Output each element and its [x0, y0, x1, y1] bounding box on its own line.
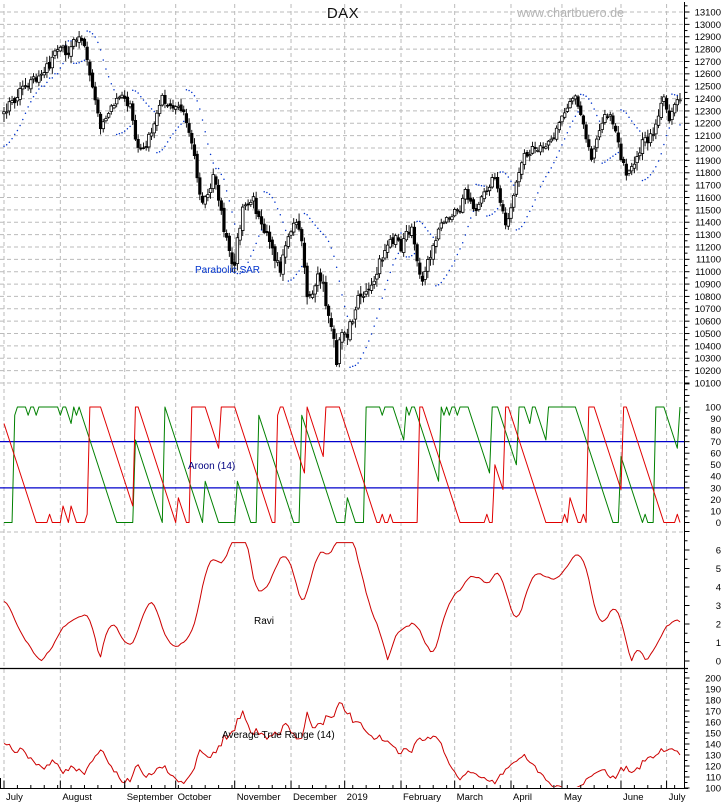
- ravi-series: [3, 542, 681, 662]
- parabolic-sar-series: [3, 30, 681, 368]
- y-tick-label: 180: [705, 695, 721, 706]
- y-tick-label: 11300: [695, 230, 721, 241]
- y-tick-label: 10500: [695, 329, 721, 340]
- y-tick-label: 13000: [695, 20, 721, 31]
- y-tick-label: 170: [705, 706, 721, 717]
- month-label: August: [62, 792, 92, 803]
- y-tick-label: 150: [705, 728, 721, 739]
- y-tick-label: 6: [716, 545, 721, 556]
- y-tick-label: 60: [710, 449, 721, 460]
- month-label: December: [293, 792, 337, 803]
- aroon-level-lines: [0, 441, 685, 489]
- y-tick-label: 160: [705, 717, 721, 728]
- y-tick-label: 12600: [695, 69, 721, 80]
- y-tick-label: 1: [716, 638, 721, 649]
- y-tick-label: 10300: [695, 354, 721, 365]
- month-label: October: [178, 792, 212, 803]
- y-tick-label: 11100: [696, 255, 721, 266]
- y-tick-label: 12400: [695, 94, 721, 105]
- month-label: February: [403, 792, 441, 803]
- month-label: November: [237, 792, 281, 803]
- month-label: June: [623, 792, 644, 803]
- y-tick-label: 10400: [695, 341, 721, 352]
- y-tick-label: 4: [716, 582, 721, 593]
- month-label: September: [127, 792, 173, 803]
- y-tick-label: 5: [716, 564, 721, 575]
- y-tick-label: 11800: [695, 168, 721, 179]
- y-tick-label: 12900: [695, 32, 721, 43]
- y-tick-label: 12100: [695, 131, 721, 142]
- month-label: March: [457, 792, 483, 803]
- y-tick-label: 12000: [695, 143, 721, 154]
- gridlines: [0, 4, 685, 789]
- y-tick-label: 80: [710, 426, 721, 437]
- y-tick-label: 12200: [695, 119, 721, 130]
- y-tick-label: 10800: [695, 292, 721, 303]
- y-tick-label: 11900: [695, 156, 721, 167]
- ravi-label: Ravi: [254, 616, 275, 627]
- y-tick-label: 30: [710, 483, 721, 494]
- y-tick-label: 90: [710, 414, 721, 425]
- chart-title: DAX: [326, 5, 360, 22]
- y-tick-label: 40: [710, 472, 721, 483]
- y-tick-label: 100: [705, 402, 721, 413]
- y-tick-labels: 1010010200103001040010500106001070010800…: [695, 7, 721, 794]
- y-tick-label: 20: [710, 495, 721, 506]
- y-tick-label: 10: [710, 506, 721, 517]
- y-tick-label: 2: [716, 619, 721, 630]
- y-tick-label: 10700: [695, 304, 721, 315]
- y-tick-label: 120: [705, 761, 721, 772]
- month-label: April: [513, 792, 532, 803]
- month-label: 2019: [347, 792, 368, 803]
- bottom-axis-ticks: [3, 780, 676, 789]
- y-tick-label: 12300: [695, 106, 721, 117]
- y-tick-label: 0: [716, 518, 721, 529]
- y-tick-label: 50: [710, 460, 721, 471]
- candlestick-series: [2, 31, 682, 368]
- y-tick-label: 11400: [695, 218, 721, 229]
- y-tick-label: 12500: [695, 82, 721, 93]
- y-tick-label: 10900: [695, 279, 721, 290]
- y-tick-label: 11500: [695, 205, 721, 216]
- y-tick-label: 12800: [695, 45, 721, 56]
- y-tick-label: 10200: [695, 366, 721, 377]
- aroon-up-series: [4, 406, 681, 523]
- y-tick-label: 110: [706, 772, 721, 783]
- y-tick-label: 10600: [695, 317, 721, 328]
- month-label: July: [669, 792, 686, 803]
- y-tick-label: 190: [705, 684, 721, 695]
- month-label: July: [6, 792, 23, 803]
- y-tick-label: 130: [705, 750, 721, 761]
- aroon-down-series: [3, 406, 681, 523]
- y-tick-label: 0: [716, 656, 721, 667]
- month-labels: July August September October November Decemb…: [6, 792, 686, 803]
- y-tick-label: 11200: [695, 242, 721, 253]
- right-axis-ticks: [684, 5, 690, 789]
- y-tick-label: 11700: [695, 181, 721, 192]
- y-tick-label: 11000: [695, 267, 721, 278]
- y-tick-label: 3: [716, 601, 721, 612]
- atr-label: Average True Range (14): [222, 730, 335, 741]
- y-tick-label: 12700: [695, 57, 721, 68]
- parabolic-sar-label: Parabolic SAR: [195, 265, 261, 276]
- watermark-link[interactable]: www.chartbuero.de: [517, 6, 625, 20]
- y-tick-label: 10100: [695, 378, 721, 389]
- y-tick-label: 200: [705, 673, 721, 684]
- y-tick-label: 11600: [695, 193, 721, 204]
- aroon-label: Aroon (14): [188, 461, 236, 472]
- month-label: May: [564, 792, 582, 803]
- atr-series: [3, 702, 681, 787]
- y-tick-label: 70: [710, 437, 721, 448]
- y-tick-label: 140: [705, 739, 721, 750]
- y-tick-label: 13100: [695, 7, 721, 18]
- y-tick-label: 100: [705, 783, 721, 794]
